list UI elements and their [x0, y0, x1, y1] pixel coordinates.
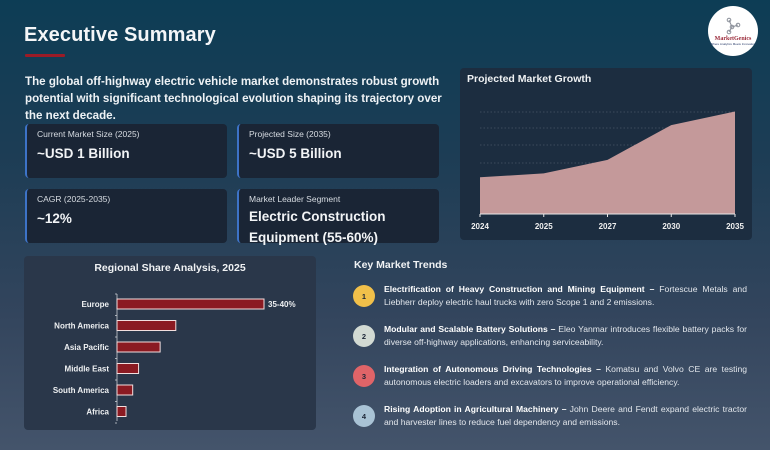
area-series: [480, 111, 735, 214]
metric-label: Market Leader Segment: [249, 194, 341, 204]
svg-text:South America: South America: [53, 386, 110, 395]
trend-body: John Deere and Fendt expand electric tra…: [384, 404, 747, 427]
x-axis: 2024 2025 2027 2030 2035: [471, 213, 744, 231]
growth-chart-panel: 2024 2025 2027 2030 2035 Projected Market Gr…: [460, 68, 752, 240]
svg-text:2027: 2027: [599, 222, 617, 231]
network-nodes-icon: [726, 17, 741, 34]
trend-heading: Electrification of Heavy Construction an…: [384, 284, 655, 294]
bar-series: Europe 35-40% North America Asia Pacific Mid…: [53, 293, 296, 424]
trend-number-badge: 1: [353, 285, 375, 307]
regional-chart-title: Regional Share Analysis, 2025: [94, 262, 246, 274]
metric-value: ~USD 5 Billion: [249, 146, 342, 161]
trends-title: Key Market Trends: [354, 259, 448, 271]
svg-text:2024: 2024: [471, 222, 489, 231]
trend-body: Komatsu and Volvo CE are testing autonom…: [384, 364, 748, 387]
trend-text: Modular and Scalable Battery Solutions –…: [384, 323, 747, 348]
metric-value: ~USD 1 Billion: [37, 146, 130, 161]
metric-card-cagr: CAGR (2025-2035) ~12%: [25, 189, 227, 243]
metric-label: Projected Size (2035): [249, 129, 331, 139]
intro-text: The global off-highway electric vehicle …: [25, 75, 442, 122]
metric-label: CAGR (2025-2035): [37, 194, 111, 204]
trend-text: Integration of Autonomous Driving Techno…: [384, 363, 747, 388]
metric-value: ~12%: [37, 211, 72, 226]
trend-number-badge: 4: [353, 405, 375, 427]
company-logo: MarketGenics Where Analytics Meets Innov…: [708, 6, 758, 56]
page-title: Executive Summary: [24, 24, 216, 46]
logo-name: MarketGenics: [714, 35, 752, 42]
trend-item: 3 Integration of Autonomous Driving Tech…: [353, 363, 747, 388]
svg-text:Middle East: Middle East: [65, 365, 110, 374]
metric-card-market-leader: Market Leader Segment Electric Construct…: [237, 189, 439, 245]
growth-chart-title: Projected Market Growth: [467, 73, 592, 85]
trend-item: 1 Electrification of Heavy Construction …: [353, 283, 747, 308]
logo-tagline: Where Analytics Meets Innovation: [710, 41, 756, 46]
trend-body: Fortescue Metals and Liebherr deploy ele…: [384, 284, 747, 307]
trend-text: Electrification of Heavy Construction an…: [384, 283, 747, 308]
trend-number-badge: 3: [353, 365, 375, 387]
area-chart: 2024 2025 2027 2030 2035: [471, 111, 744, 231]
svg-text:2035: 2035: [726, 222, 744, 231]
trend-number-badge: 2: [353, 325, 375, 347]
metric-card-current-size: Current Market Size (2025) ~USD 1 Billio…: [25, 124, 227, 178]
svg-text:2030: 2030: [662, 222, 680, 231]
svg-text:Asia Pacific: Asia Pacific: [64, 343, 109, 352]
svg-text:North America: North America: [54, 322, 109, 331]
trend-heading: Modular and Scalable Battery Solutions –: [384, 324, 556, 334]
bar-chart: Europe 35-40% North America Asia Pacific Mid…: [53, 293, 296, 424]
svg-text:Africa: Africa: [86, 408, 109, 417]
trend-item: 2 Modular and Scalable Battery Solutions…: [353, 323, 747, 348]
trend-heading: Integration of Autonomous Driving Techno…: [384, 364, 601, 374]
trend-item: 4 Rising Adoption in Agricultural Machin…: [353, 403, 747, 428]
trend-text: Rising Adoption in Agricultural Machiner…: [384, 403, 747, 428]
regional-chart-panel: Regional Share Analysis, 2025 Europe 35-4…: [24, 256, 316, 430]
metric-card-projected-size: Projected Size (2035) ~USD 5 Billion: [237, 124, 439, 178]
metric-value: Electric Construction Equipment (55-60%): [249, 209, 386, 245]
svg-text:2025: 2025: [535, 222, 553, 231]
svg-text:35-40%: 35-40%: [268, 300, 296, 309]
trend-heading: Rising Adoption in Agricultural Machiner…: [384, 404, 567, 414]
trend-body: Eleo Yanmar introduces flexible battery …: [384, 324, 747, 347]
title-underline: [25, 54, 65, 57]
metric-label: Current Market Size (2025): [37, 129, 140, 139]
svg-text:Europe: Europe: [81, 300, 109, 309]
